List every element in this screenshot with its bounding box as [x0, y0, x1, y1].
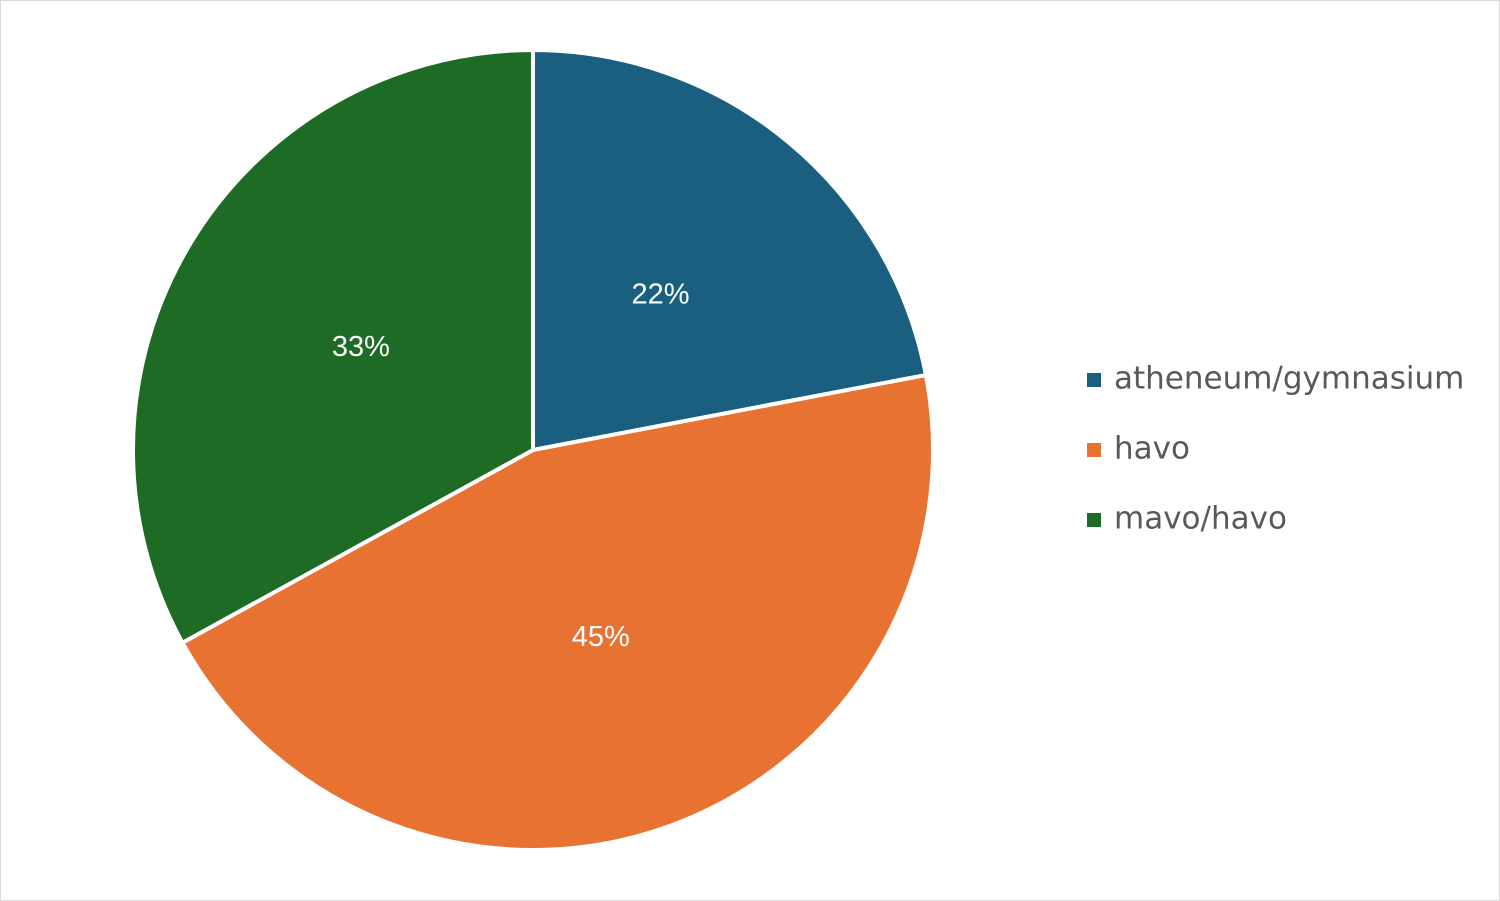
data-label: 45%: [572, 621, 630, 653]
legend-swatch: [1087, 443, 1101, 457]
data-label: 22%: [631, 279, 689, 311]
pie-slice: [531, 47, 929, 453]
legend-label: mavo/havo: [1114, 501, 1287, 537]
legend-swatch: [1087, 373, 1101, 387]
pie-slice: [131, 47, 535, 646]
data-label: 33%: [332, 331, 390, 363]
legend-label: atheneum/gymnasium: [1114, 361, 1464, 397]
pie-slice: [179, 372, 935, 852]
legend-label: havo: [1114, 431, 1190, 467]
legend-swatch: [1087, 513, 1101, 527]
